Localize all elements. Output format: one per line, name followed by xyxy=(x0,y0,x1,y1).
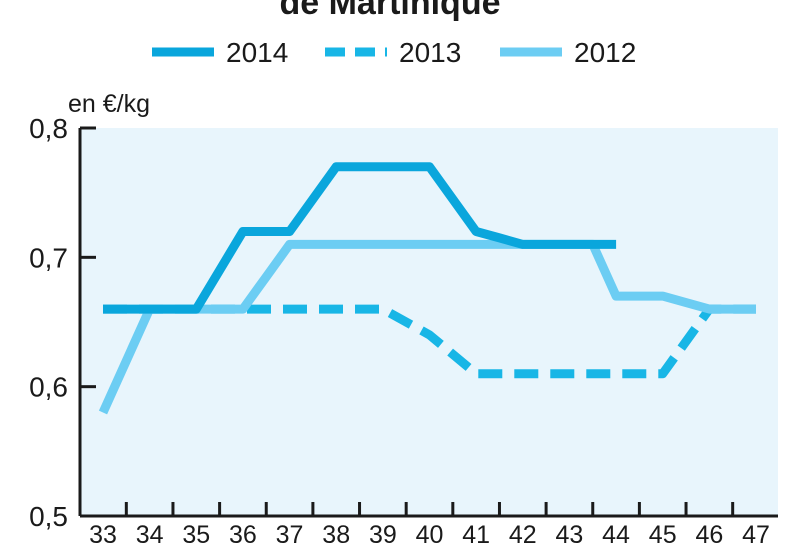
legend-label-2014: 2014 xyxy=(226,37,288,68)
axes xyxy=(78,126,778,518)
x-tick-label: 35 xyxy=(182,521,210,549)
y-tick-label: 0,8 xyxy=(29,113,68,144)
x-tick-label: 42 xyxy=(509,521,537,549)
x-tick-label: 39 xyxy=(369,521,397,549)
x-tick-label: 37 xyxy=(276,521,304,549)
chart-title: de Martinique xyxy=(279,0,500,22)
x-tick-label: 40 xyxy=(416,521,444,549)
x-tick-label: 47 xyxy=(742,521,770,549)
x-tick-label: 33 xyxy=(89,521,117,549)
y-tick-label: 0,7 xyxy=(29,242,68,273)
series-line-2012 xyxy=(98,239,756,415)
tick-labels: 0,5 0,6 0,7 0,8 33 34 35 36 37 38 39 40 41 42 43 44 45 46… xyxy=(29,113,770,549)
y-axis-unit-label: en €/kg xyxy=(68,90,150,118)
x-tick-label: 46 xyxy=(695,521,723,549)
series-line-2014 xyxy=(103,162,617,314)
legend: 2014 2013 2012 xyxy=(152,37,636,68)
x-tick-label: 38 xyxy=(322,521,350,549)
legend-label-2013: 2013 xyxy=(399,37,461,68)
y-tick-label: 0,6 xyxy=(29,372,68,403)
y-tick-label: 0,5 xyxy=(29,501,68,532)
x-tick-label: 34 xyxy=(136,521,164,549)
legend-label-2012: 2012 xyxy=(574,37,636,68)
series-layer xyxy=(98,162,756,415)
plot-area xyxy=(80,128,778,516)
x-tick-label: 41 xyxy=(462,521,490,549)
x-tick-label: 43 xyxy=(556,521,584,549)
x-tick-label: 45 xyxy=(649,521,677,549)
x-tick-label: 36 xyxy=(229,521,257,549)
x-tick-label: 44 xyxy=(602,521,630,549)
